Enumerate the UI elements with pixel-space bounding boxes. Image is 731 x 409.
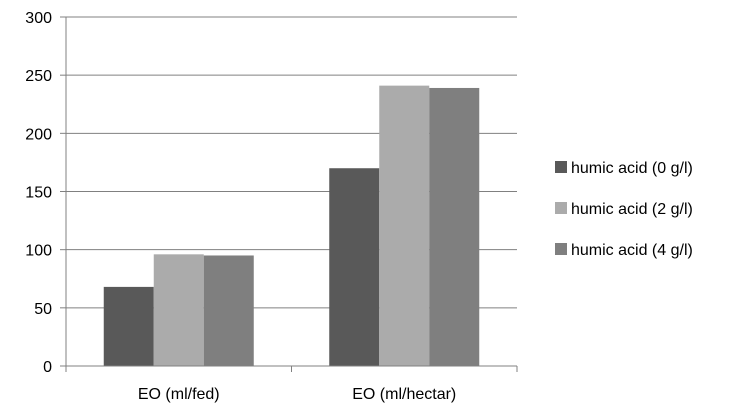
bar — [153, 254, 204, 366]
legend: humic acid (0 g/l) humic acid (2 g/l) humi… — [555, 160, 693, 259]
legend-swatch — [555, 243, 567, 255]
y-tick-label: 300 — [25, 10, 52, 27]
category-labels: EO (ml/fed) EO (ml/hectar) — [138, 386, 456, 403]
y-tick-labels: 0 50 100 150 200 250 300 — [25, 10, 66, 376]
y-tick-label: 250 — [25, 68, 52, 85]
y-tick-label: 50 — [34, 301, 52, 318]
legend-label: humic acid (0 g/l) — [571, 160, 693, 177]
legend-swatch — [555, 202, 567, 214]
bar — [103, 286, 154, 366]
y-tick-label: 0 — [43, 359, 52, 376]
x-category-label: EO (ml/hectar) — [352, 386, 456, 403]
legend-label: humic acid (2 g/l) — [571, 201, 693, 218]
bar — [429, 87, 480, 367]
bars — [103, 85, 480, 367]
y-tick-label: 100 — [25, 243, 52, 260]
bar — [329, 168, 380, 366]
bar — [379, 85, 430, 367]
y-tick-label: 150 — [25, 185, 52, 202]
legend-swatch — [555, 161, 567, 173]
y-tick-label: 200 — [25, 126, 52, 143]
bar — [203, 255, 254, 366]
legend-label: humic acid (4 g/l) — [571, 242, 693, 259]
x-tick-marks — [65, 366, 518, 372]
x-category-label: EO (ml/fed) — [138, 386, 220, 403]
